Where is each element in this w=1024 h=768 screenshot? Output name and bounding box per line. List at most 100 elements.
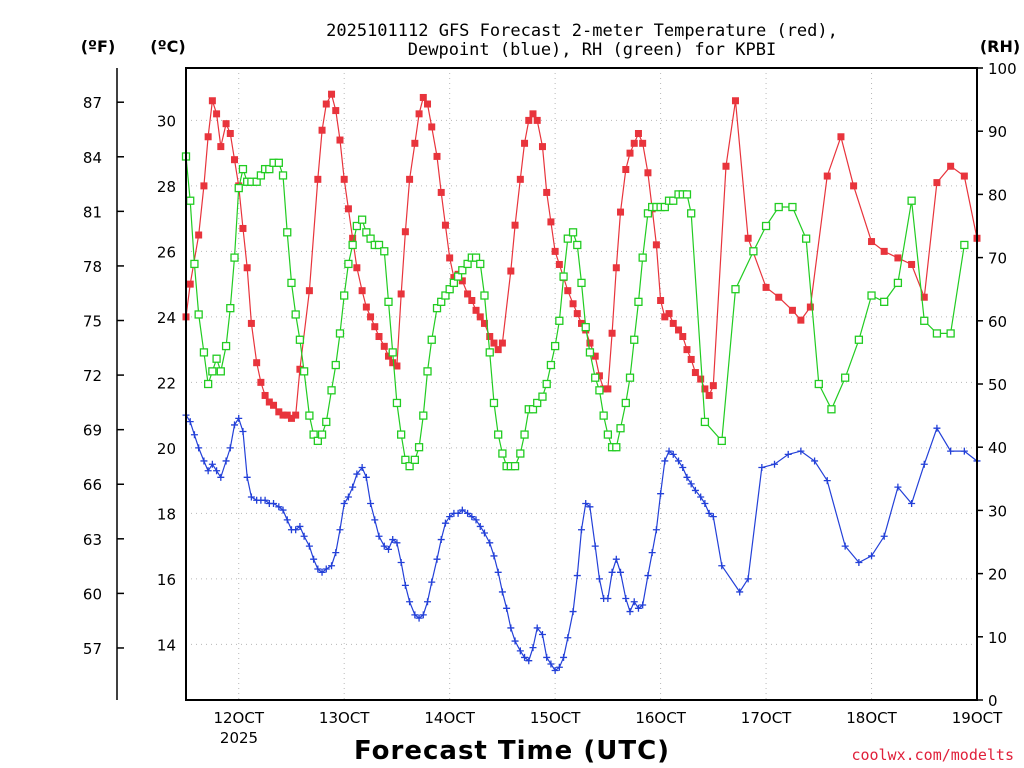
relative-humidity-point [573,240,582,250]
rh-tick-label: 0 [988,692,998,710]
fahrenheit-tick-label: 60 [83,585,102,603]
temperature-point [393,362,401,370]
temperature-point [701,385,709,393]
dewpoint-point [525,657,533,665]
temperature-point [406,175,414,183]
relative-humidity-point [516,449,525,458]
temperature-point [533,116,541,124]
temperature-point [472,306,480,314]
temperature-point [626,149,634,157]
dewpoint-point [300,532,308,540]
dewpoint-point [472,516,480,524]
x-tick-label: 19OCT [952,709,1003,727]
relative-humidity-point [485,348,494,357]
dewpoint-point [648,549,656,557]
celsius-tick-label: 26 [157,243,176,261]
relative-humidity-point [362,228,371,237]
relative-humidity-point [682,190,692,199]
dewpoint-point [362,473,370,481]
celsius-tick-label: 16 [157,571,176,589]
dewpoint-point [669,450,677,458]
chart-title-line-2: Dewpoint (blue), RH (green) for KPBI [408,40,776,60]
x-tick-label: 12OCT [213,709,264,727]
dewpoint-point [468,513,476,521]
dewpoint-point [480,529,488,537]
temperature-point [697,375,705,383]
rh-tick-label: 70 [988,250,1007,268]
dewpoint-point [547,660,555,668]
celsius-tick-label: 14 [157,636,176,654]
rh-tick-label: 20 [988,566,1007,584]
temperature-point [243,264,251,272]
dewpoint-point [823,477,831,485]
dewpoint-point [718,562,726,570]
relative-humidity-point [299,367,309,376]
dewpoint-point [283,516,291,524]
temperature-point [908,260,916,268]
dewpoint-point [661,457,669,465]
rh-tick-label: 50 [988,376,1007,394]
dewpoint-point [622,594,630,602]
temperature-point [296,365,304,373]
temperature-point [762,283,770,291]
rh-tick-label: 100 [988,60,1017,78]
rh-tick-label: 40 [988,439,1007,457]
temperature-point [600,385,608,393]
temperature-point [318,126,326,134]
temperature-point [362,303,370,311]
relative-humidity-point [212,354,221,363]
dewpoint-point [279,506,287,514]
temperature-point [591,352,599,360]
relative-humidity-point [392,398,402,408]
relative-humidity-point [357,215,367,224]
temperature-point [665,310,673,318]
relative-humidity-point [190,259,199,269]
relative-humidity-point [419,411,428,420]
fahrenheit-tick-label: 78 [83,258,102,276]
data-series [181,90,981,675]
relative-humidity-point [335,329,345,338]
dewpoint-point [516,647,524,655]
dewpoint-point [705,509,713,517]
dewpoint-point [498,588,506,596]
fahrenheit-tick-label: 69 [83,422,102,440]
relative-humidity-point [203,379,213,389]
rh-tick-label: 80 [988,186,1007,204]
source-credit: coolwx.com/modelts [851,746,1014,764]
dewpoint-point [494,568,502,576]
temperature-point [691,369,699,377]
dewpoint-point [521,653,529,661]
temperature-point [675,326,683,334]
relative-humidity-point [563,234,572,243]
temperature-point [657,296,665,304]
dewpoint-point [595,575,603,583]
temperature-point [419,93,427,101]
dewpoint-point [657,490,665,498]
temperature-point [344,205,352,213]
temperature-point [415,110,423,118]
temperature-point [947,162,955,170]
temperature-point [555,260,563,268]
temperature-point [551,247,559,255]
dewpoint-point [591,542,599,550]
dewpoint-point [419,611,427,619]
dewpoint-point [608,568,616,576]
dewpoint-line [185,414,978,672]
dewpoint-point [626,608,634,616]
temperature-point [476,313,484,321]
relative-humidity-point [449,278,459,288]
temperature-point [837,133,845,141]
dewpoint-point [811,457,819,465]
temperature-point [525,116,533,124]
relative-humidity-point [841,373,850,382]
relative-humidity-point [437,297,446,306]
temperature-point [608,329,616,337]
temperature-point [880,247,888,255]
relative-humidity-point [208,367,217,376]
temperature-point [669,319,677,327]
fahrenheit-tick-label: 63 [83,531,102,549]
celsius-tick-label: 20 [157,440,176,458]
temperature-point [868,238,876,246]
dewpoint-point [486,539,494,547]
